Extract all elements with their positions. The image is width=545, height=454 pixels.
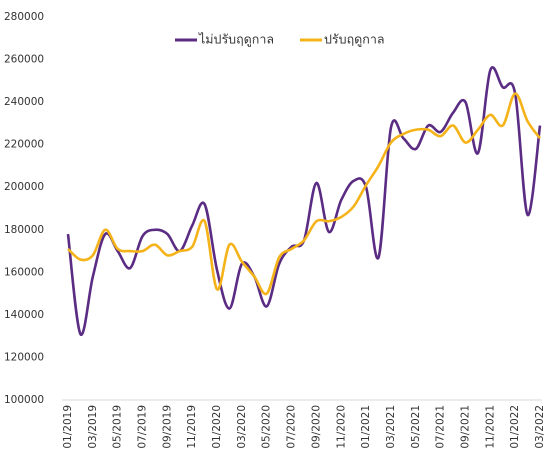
y-tick-label: 180000 xyxy=(4,224,44,236)
y-tick-label: 120000 xyxy=(4,351,44,363)
y-tick-label: 200000 xyxy=(4,181,44,193)
series-line xyxy=(66,66,542,336)
x-tick-label: 07/2021 xyxy=(435,405,447,449)
x-tick-label: 09/2021 xyxy=(459,405,471,449)
x-tick-label: 03/2021 xyxy=(385,405,397,449)
x-tick-label: 03/2022 xyxy=(534,405,545,449)
x-tick-label: 07/2019 xyxy=(137,405,149,449)
x-tick-label: 01/2020 xyxy=(211,405,223,449)
y-tick-label: 240000 xyxy=(4,96,44,108)
x-tick-label: 05/2019 xyxy=(112,405,124,449)
x-tick-label: 09/2019 xyxy=(161,405,173,449)
x-tick-label: 07/2020 xyxy=(286,405,298,449)
x-tick-label: 01/2021 xyxy=(360,405,372,449)
y-tick-label: 160000 xyxy=(4,266,44,278)
x-tick-label: 05/2020 xyxy=(261,405,273,449)
x-tick-label: 09/2020 xyxy=(310,405,322,449)
x-tick-label: 11/2021 xyxy=(484,405,496,449)
y-tick-label: 140000 xyxy=(4,309,44,321)
x-tick-label: 01/2019 xyxy=(62,405,74,449)
x-tick-label: 01/2022 xyxy=(509,405,521,449)
y-tick-label: 100000 xyxy=(4,394,44,406)
legend: ไม่ปรับฤดูกาล ปรับฤดูกาล xyxy=(175,32,385,48)
x-tick-label: 11/2020 xyxy=(335,405,347,449)
legend-label: ปรับฤดูกาล xyxy=(324,32,385,48)
y-tick-label: 220000 xyxy=(4,139,44,151)
series-line xyxy=(67,92,542,296)
x-tick-label: 05/2021 xyxy=(410,405,422,449)
x-tick-label: 03/2019 xyxy=(87,405,99,449)
y-tick-label: 260000 xyxy=(4,54,44,66)
x-tick-label: 03/2020 xyxy=(236,405,248,449)
x-tick-label: 11/2019 xyxy=(186,405,198,449)
y-tick-label: 280000 xyxy=(4,11,44,23)
legend-label: ไม่ปรับฤดูกาล xyxy=(198,32,274,48)
